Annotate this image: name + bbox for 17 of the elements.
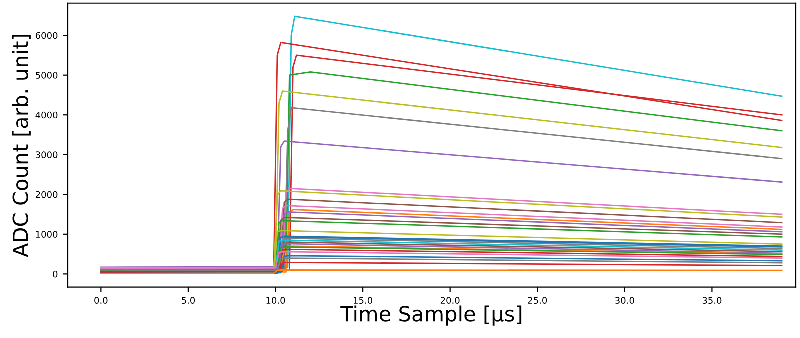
x-axis-title: Time Sample [μs] xyxy=(340,306,522,326)
y-tick-label: 6000 xyxy=(36,32,58,40)
y-tick-label: 0 xyxy=(53,270,58,278)
x-tick-label: 15.0 xyxy=(354,297,372,304)
x-tick-label: 10.0 xyxy=(266,297,286,304)
y-axis-title: ADC Count [arb. unit] xyxy=(12,34,31,258)
y-tick-label: 2000 xyxy=(36,191,58,198)
y-tick-label: 3000 xyxy=(36,152,58,158)
y-tick-label: 5000 xyxy=(36,72,58,79)
x-tick-label: 25.0 xyxy=(528,297,548,304)
x-tick-label: 0.0 xyxy=(94,297,108,304)
x-tick-label: 35.0 xyxy=(702,297,722,304)
x-tick-label: 5.0 xyxy=(182,297,196,304)
x-tick-label: 20.0 xyxy=(440,297,460,304)
y-tick-label: 1000 xyxy=(36,231,58,238)
x-tick-label: 30.0 xyxy=(616,297,634,304)
y-tick-label: 4000 xyxy=(36,112,58,119)
